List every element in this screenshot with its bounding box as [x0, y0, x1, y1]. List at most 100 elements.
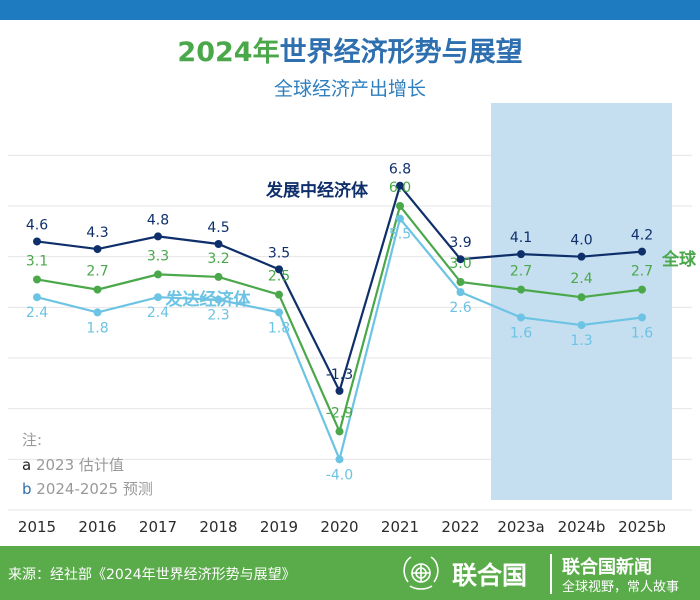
note-item: a 2023 估计值: [22, 456, 124, 474]
data-label: 3.2: [207, 251, 229, 267]
un-name: 联合国: [452, 561, 528, 590]
note-text: 2023 估计值: [36, 456, 124, 474]
note-marker: a: [22, 456, 36, 474]
data-label: 2.3: [207, 308, 229, 324]
data-label: 4.8: [147, 212, 169, 228]
data-labels: 4.6 4.3 4.8 4.5 3.5 -1.3 6.8 3.9 4.1 4.0 4.2 3.1 2.7…: [26, 162, 653, 484]
data-point: [517, 250, 525, 259]
data-label: 2.4: [26, 305, 48, 321]
data-point: [577, 321, 586, 330]
data-label: 4.5: [207, 220, 229, 236]
data-point: [638, 313, 646, 322]
data-point: [517, 285, 525, 294]
data-label: 1.3: [570, 333, 592, 349]
series-name-advanced: 发达经济体: [165, 289, 252, 310]
x-tick-label: 2021: [381, 518, 419, 536]
data-point: [335, 455, 344, 464]
data-label: -2.9: [326, 405, 353, 421]
news-slogan: 全球视野，常人故事: [562, 580, 680, 595]
forecast-shading: [491, 103, 672, 500]
note-text: 2024-2025 预测: [36, 480, 153, 498]
data-point: [154, 270, 162, 279]
note-item: b 2024-2025 预测: [22, 480, 153, 498]
forecast-band: [491, 103, 672, 500]
data-label: 6.0: [389, 180, 411, 196]
data-label: 4.3: [86, 225, 108, 241]
data-point: [93, 285, 102, 294]
news-title: 联合国新闻: [562, 557, 652, 578]
data-label: 6.8: [389, 162, 411, 178]
x-tick-label: 2022: [441, 518, 479, 536]
x-tick-label: 2023a: [497, 518, 544, 536]
data-label: 4.0: [570, 233, 592, 249]
un-emblem-icon: [403, 556, 439, 590]
data-point: [275, 290, 283, 299]
data-point: [456, 288, 465, 297]
data-label: 3.5: [268, 245, 290, 261]
data-point: [93, 308, 102, 317]
data-point: [456, 278, 465, 286]
data-point: [456, 255, 465, 264]
data-label: -4.0: [326, 467, 353, 483]
data-label: 1.6: [510, 325, 532, 341]
data-label: 2.7: [510, 264, 532, 280]
x-tick-label: 2018: [199, 518, 237, 536]
data-point: [517, 313, 525, 322]
data-label: 2.7: [86, 264, 108, 280]
x-tick-label: 2019: [260, 518, 298, 536]
data-point: [33, 237, 41, 246]
chart-subtitle: 全球经济产出增长: [273, 78, 426, 100]
x-tick-label: 2024b: [558, 518, 606, 536]
data-point: [396, 181, 404, 190]
data-label: 3.1: [26, 253, 48, 269]
title-text: 世界经济形势与展望: [279, 37, 523, 68]
data-label: 2.4: [147, 305, 169, 321]
data-label: 2.4: [570, 271, 592, 287]
x-tick-label: 2015: [18, 518, 56, 536]
x-tick-label: 2025b: [618, 518, 666, 536]
data-point: [214, 272, 223, 281]
top-bar: [0, 0, 700, 20]
data-label: 1.8: [86, 320, 108, 336]
data-label: 2.6: [449, 300, 471, 316]
note-marker: b: [22, 480, 36, 498]
data-point: [33, 293, 41, 302]
x-axis-labels: 2015 2016 2017 2018 2019 2020 2021 2022 2023a 202…: [18, 518, 666, 536]
data-point: [214, 295, 223, 304]
data-point: [335, 427, 344, 436]
footer-bar: 来源：经社部《2024年世界经济形势与展望》 联合国 联合国新闻 全球视野，常人…: [0, 546, 700, 600]
x-tick-label: 2016: [78, 518, 116, 536]
data-point: [396, 214, 404, 223]
data-label: 5.5: [389, 227, 411, 243]
data-label: 4.2: [631, 228, 653, 244]
footer-divider: [550, 554, 552, 594]
data-point: [577, 293, 586, 302]
data-point: [275, 308, 283, 317]
series-lines: [33, 181, 646, 464]
series-name-world: 全球: [661, 249, 697, 270]
data-label: 2.7: [631, 264, 653, 280]
data-label: 4.6: [26, 217, 48, 233]
data-label: 1.6: [631, 325, 653, 341]
data-label: 1.8: [268, 320, 290, 336]
x-tick-label: 2020: [320, 518, 358, 536]
chart-title: 2024年世界经济形势与展望: [0, 30, 700, 69]
x-tick-label: 2017: [139, 518, 177, 536]
data-label: 4.1: [510, 230, 532, 246]
data-label: 3.9: [449, 235, 471, 251]
data-point: [335, 386, 344, 395]
title-year: 2024年: [177, 37, 280, 68]
data-point: [214, 240, 223, 248]
line-chart: 4.6 4.3 4.8 4.5 3.5 -1.3 6.8 3.9 4.1 4.0 4.2 3.1 2.7…: [8, 103, 697, 536]
notes-heading: 注:: [22, 431, 42, 449]
data-label: 2.5: [268, 269, 290, 285]
data-point: [638, 285, 646, 294]
data-point: [577, 252, 586, 261]
series-name-developing: 发展中经济体: [265, 180, 369, 201]
data-label: 3.3: [147, 248, 169, 264]
data-point: [275, 265, 283, 274]
source-text: 来源：经社部《2024年世界经济形势与展望》: [8, 567, 296, 583]
